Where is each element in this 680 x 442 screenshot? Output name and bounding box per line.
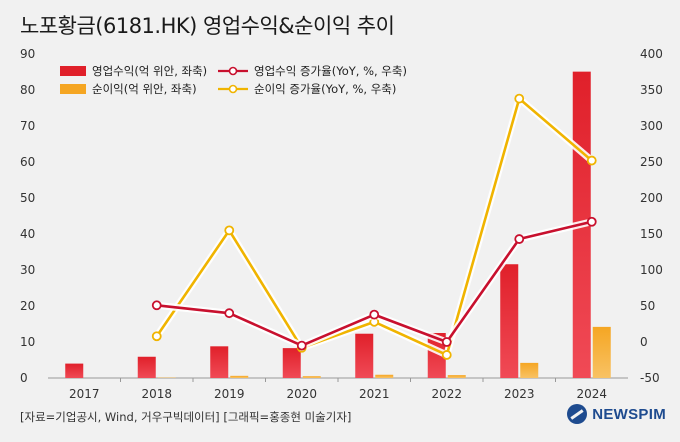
revenue-bar [282,348,301,378]
brand-name: NEWSPIM [592,405,666,423]
profit-growth-point [514,93,525,104]
legend-profit-growth-label: 순이익 증가율(YoY, %, 우축) [254,82,396,96]
left-axis: 0 10 20 30 40 50 60 70 80 90 [20,47,35,385]
revenue-growth-point [441,337,452,347]
x-tick-label: 2020 [286,387,317,401]
legend-revenue-growth-marker [228,66,238,76]
revenue-bar [355,333,374,378]
x-tick-label: 2021 [359,387,390,401]
profit-growth-point [224,225,235,236]
legend-revenue-growth-label: 영업수익 증가율(YoY, %, 우축) [254,64,407,78]
revenue-bar [65,363,84,378]
right-tick-label: 250 [640,155,663,169]
x-tick-label: 2023 [504,387,535,401]
legend-profit-growth-marker [228,84,238,94]
left-tick-label: 20 [20,299,35,313]
legend-profit-swatch [60,84,86,94]
revenue-growth-point [586,216,597,227]
x-axis: 2017 2018 2019 2020 2021 2022 2023 2024 [69,378,607,401]
x-tick-label: 2024 [576,387,607,401]
left-tick-label: 50 [20,191,35,205]
left-tick-label: 60 [20,155,35,169]
revenue-bar [500,264,519,378]
right-tick-label: 150 [640,227,663,241]
legend: 영업수익(억 위안, 좌축) 순이익(억 위안, 좌축) 영업수익 증가율(YoY,… [60,64,407,96]
right-tick-label: 400 [640,47,663,61]
brand-logo: NEWSPIM [567,404,666,424]
profit-bar [375,374,394,378]
revenue-growth-point [514,234,525,244]
profit-growth-point [151,331,162,342]
left-tick-label: 80 [20,83,35,97]
left-tick-label: 0 [20,371,28,385]
line-series [151,93,597,360]
left-tick-label: 30 [20,263,35,277]
profit-bar [447,375,466,378]
revenue-bar [427,333,446,378]
profit-bar [520,362,539,378]
left-tick-label: 40 [20,227,35,241]
right-tick-label: -50 [640,371,660,385]
left-tick-label: 10 [20,335,35,349]
profit-bar [592,326,611,378]
left-tick-label: 90 [20,47,35,61]
legend-revenue-swatch [60,66,86,76]
revenue-growth-point [151,300,162,311]
revenue-growth-point [224,308,235,319]
right-tick-label: 200 [640,191,663,205]
legend-profit-label: 순이익(억 위안, 좌축) [92,82,197,96]
right-tick-label: 50 [640,299,655,313]
x-tick-label: 2018 [141,387,172,401]
profit-growth-point [441,350,452,360]
revenue-growth-point [296,340,307,351]
x-tick-label: 2017 [69,387,100,401]
right-axis: -50 0 50 100 150 200 250 300 350 400 [640,47,663,385]
right-tick-label: 0 [640,335,648,349]
legend-revenue-label: 영업수익(억 위안, 좌축) [92,64,207,78]
newspim-logo-icon [567,404,588,424]
right-tick-label: 300 [640,119,663,133]
left-tick-label: 70 [20,119,35,133]
x-tick-label: 2019 [214,387,245,401]
revenue-bar [210,346,229,378]
right-tick-label: 350 [640,83,663,97]
chart-title: 노포황금(6181.HK) 영업수익&순이익 추이 [20,14,395,38]
right-tick-label: 100 [640,263,663,277]
profit-bar [230,375,249,378]
source-caption: [자료=기업공시, Wind, 거우구빅데이터] [그래픽=홍종현 미술기자] [20,410,352,424]
revenue-bar [137,356,156,378]
revenue-growth-point [369,309,380,320]
profit-bar [302,376,321,378]
x-tick-label: 2022 [431,387,462,401]
profit-growth-point [586,155,597,166]
